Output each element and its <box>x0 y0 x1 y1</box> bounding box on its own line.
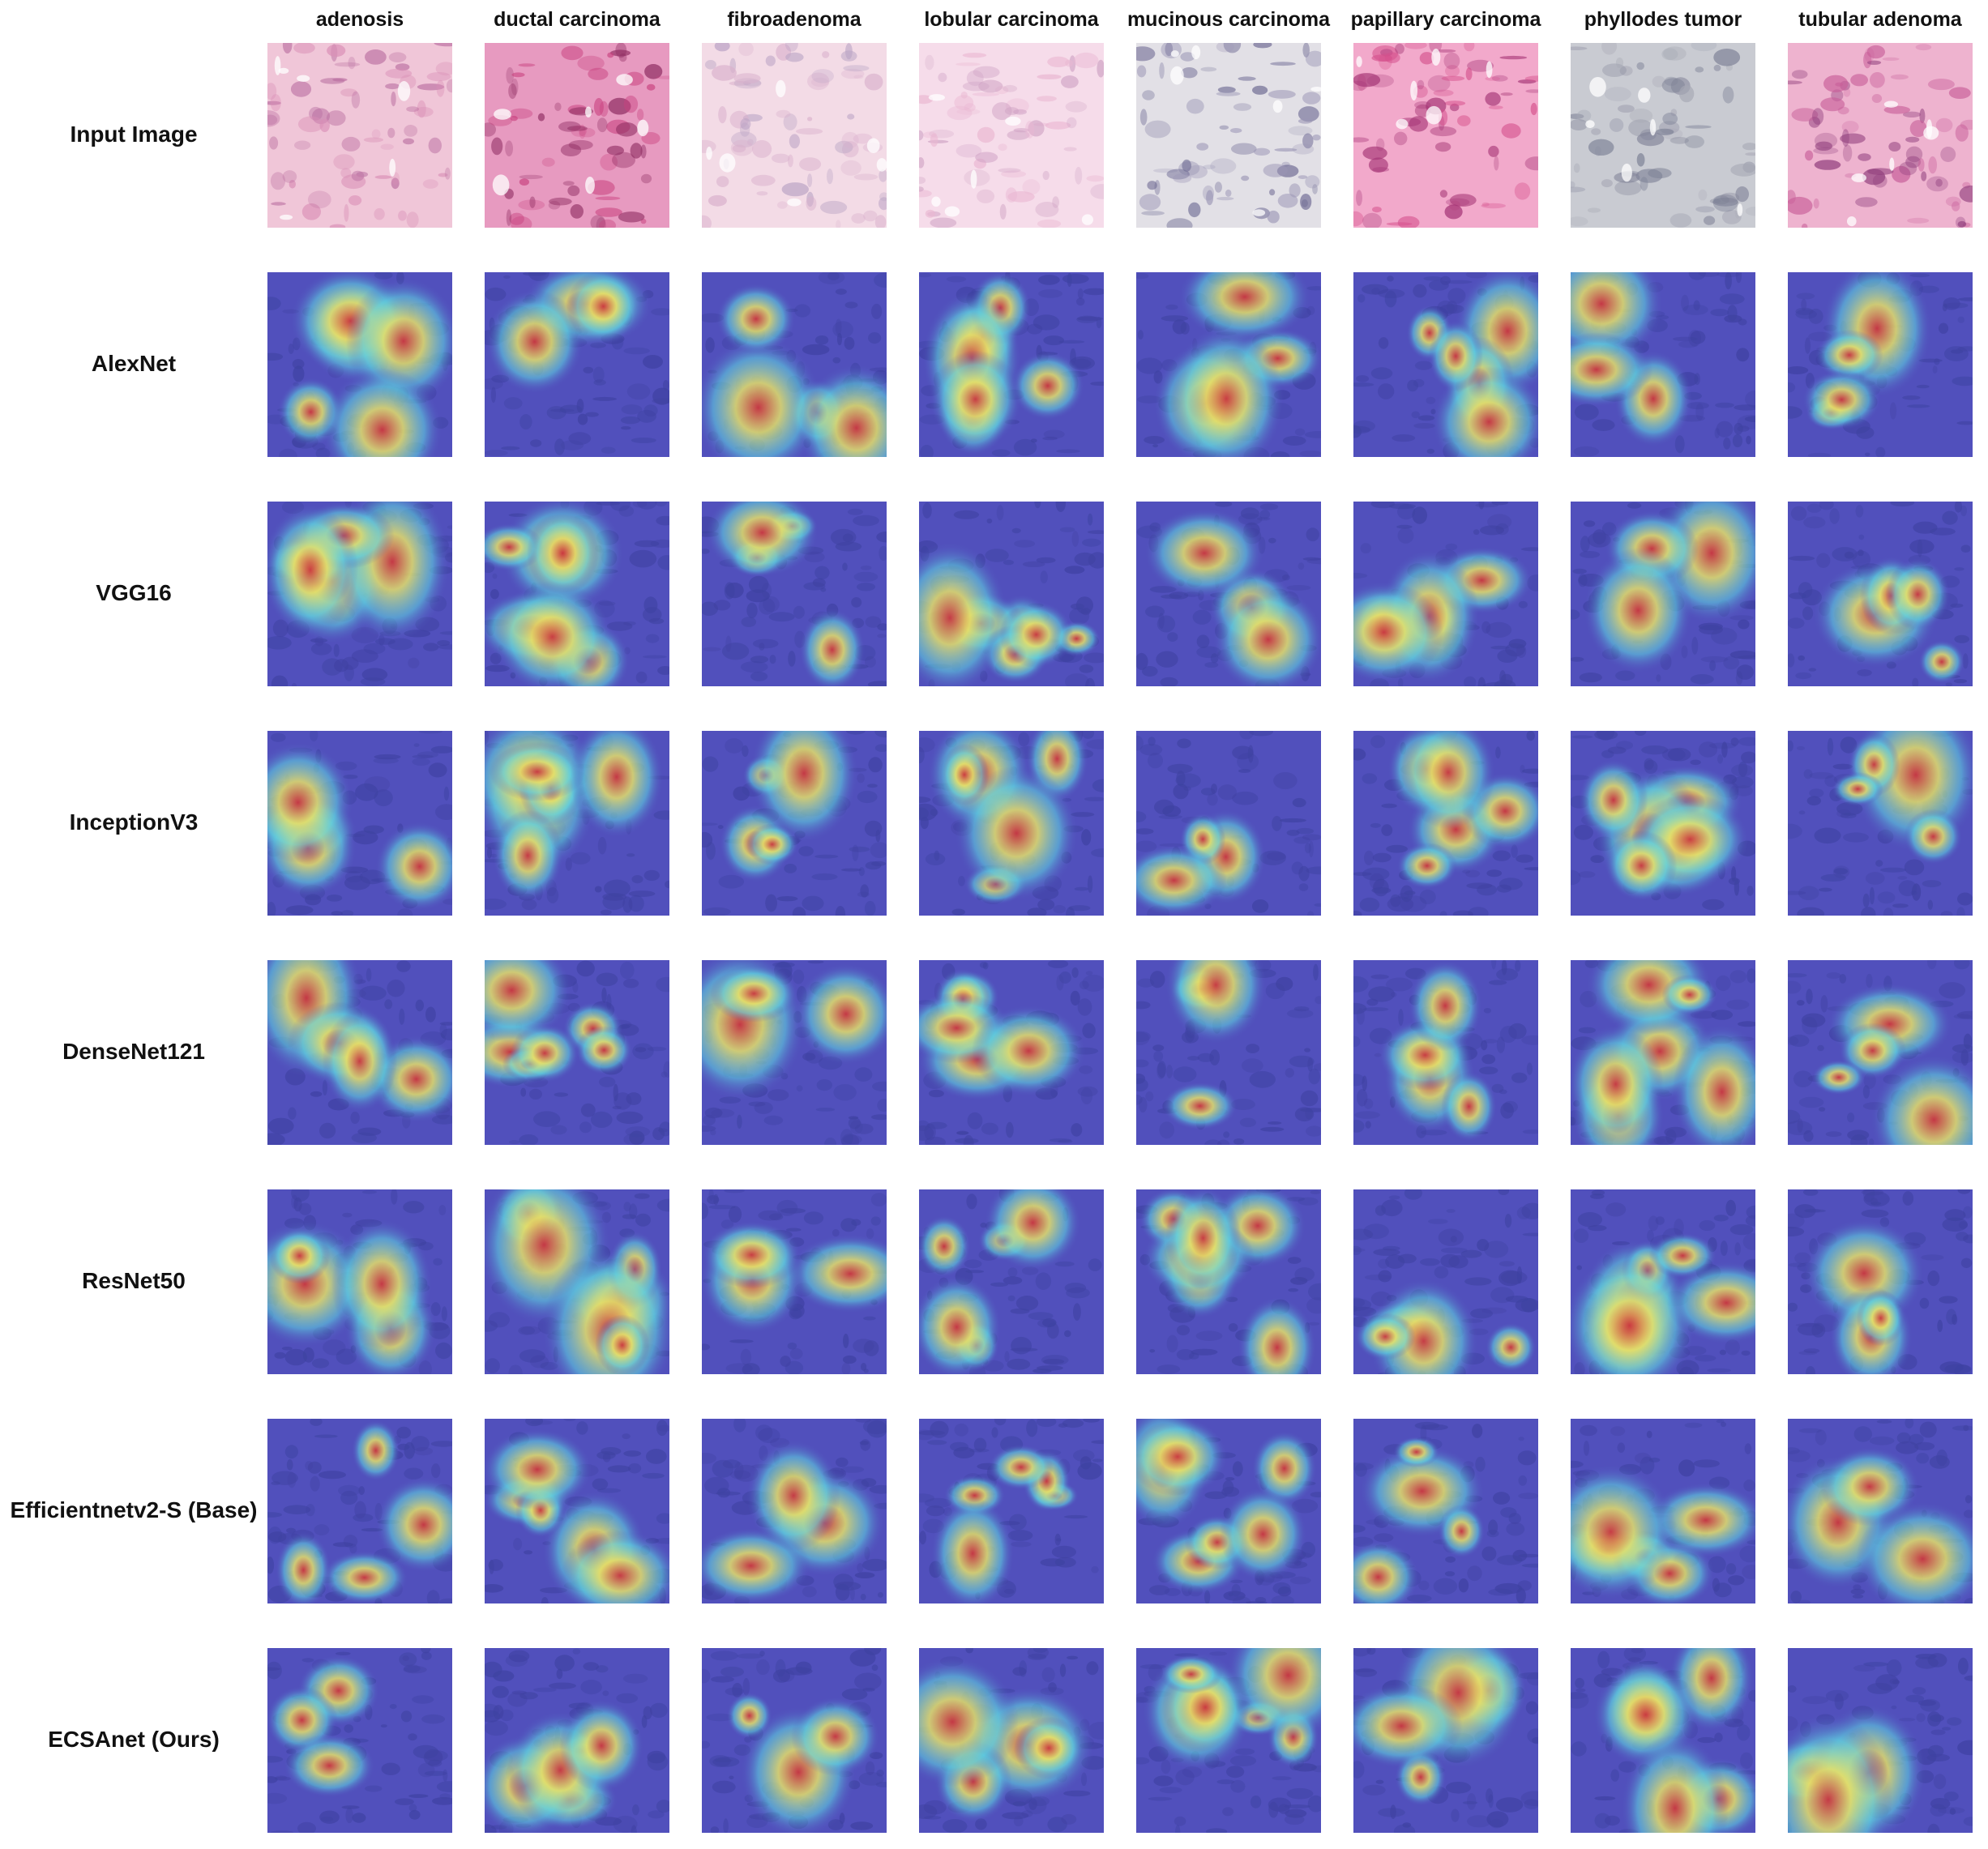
heatmap-tile <box>267 731 452 916</box>
heatmap-tile <box>1571 1189 1755 1374</box>
column-header: mucinous carcinoma <box>1127 8 1331 31</box>
input-image-tile <box>919 43 1104 228</box>
heatmap-tile <box>267 1189 452 1374</box>
heatmap-tile <box>1136 1189 1321 1374</box>
row-label: Input Image <box>70 122 198 147</box>
heatmap-tile <box>1571 731 1755 916</box>
heatmap-tile <box>1788 960 1973 1145</box>
column-header: tubular adenoma <box>1798 8 1962 31</box>
heatmap-tile <box>267 272 452 457</box>
heatmap-tile <box>1353 1419 1538 1603</box>
heatmap-tile <box>1136 1648 1321 1833</box>
row-label: InceptionV3 <box>69 809 199 835</box>
heatmap-tile <box>1136 502 1321 686</box>
heatmap-tile <box>1788 731 1973 916</box>
heatmap-tile <box>702 272 887 457</box>
heatmap-tile <box>1788 272 1973 457</box>
row-label: DenseNet121 <box>62 1039 205 1064</box>
heatmap-tile <box>1353 1189 1538 1374</box>
heatmap-tile <box>1353 272 1538 457</box>
heatmap-tile <box>1788 1648 1973 1833</box>
row-label: ResNet50 <box>82 1268 186 1293</box>
heatmap-tile <box>702 502 887 686</box>
input-image-tile <box>1353 43 1538 228</box>
heatmap-tile <box>1136 960 1321 1145</box>
heatmap-tile <box>919 1189 1104 1374</box>
heatmap-tile <box>1353 1648 1538 1833</box>
heatmap-tile <box>702 1189 887 1374</box>
heatmap-tile <box>1788 1419 1973 1603</box>
heatmap-tile <box>1136 731 1321 916</box>
heatmap-tile <box>702 1648 887 1833</box>
heatmap-tile <box>485 502 669 686</box>
heatmap-tile <box>1571 960 1755 1145</box>
column-header: ductal carcinoma <box>494 8 661 31</box>
heatmap-tile <box>485 1419 669 1603</box>
heatmap-tile <box>267 502 452 686</box>
input-image-tile <box>1571 43 1755 228</box>
input-image-tile <box>1788 43 1973 228</box>
heatmap-tile <box>485 731 669 916</box>
column-header: lobular carcinoma <box>924 8 1099 31</box>
heatmap-tile <box>919 1419 1104 1603</box>
row-label: Efficientnetv2-S (Base) <box>10 1497 258 1522</box>
heatmap-tile <box>919 960 1104 1145</box>
heatmap-tile <box>1353 731 1538 916</box>
heatmap-tile <box>1353 502 1538 686</box>
heatmap-tile <box>485 1648 669 1833</box>
column-header: papillary carcinoma <box>1350 8 1541 31</box>
heatmap-tile <box>702 960 887 1145</box>
heatmap-tile <box>919 731 1104 916</box>
column-header: adenosis <box>315 8 404 31</box>
input-image-tile <box>702 43 887 228</box>
heatmap-tile <box>919 1648 1104 1833</box>
heatmap-tile <box>919 502 1104 686</box>
heatmap-tile <box>1571 502 1755 686</box>
heatmap-tile <box>1788 502 1973 686</box>
heatmap-tile <box>702 1419 887 1603</box>
input-image-tile <box>485 43 669 228</box>
heatmap-tile <box>702 731 887 916</box>
heatmap-tile <box>267 1419 452 1603</box>
heatmap-tile <box>1353 960 1538 1145</box>
heatmap-tile <box>485 960 669 1145</box>
heatmap-tile <box>1571 272 1755 457</box>
heatmap-tile <box>485 1189 669 1374</box>
heatmap-tile <box>919 272 1104 457</box>
row-label: AlexNet <box>91 351 177 376</box>
column-header: phyllodes tumor <box>1584 8 1742 31</box>
heatmap-tile <box>1571 1648 1755 1833</box>
heatmap-tile <box>1571 1419 1755 1603</box>
heatmap-tile <box>485 272 669 457</box>
heatmap-tile <box>1788 1189 1973 1374</box>
heatmap-tile <box>267 1648 452 1833</box>
row-label: ECSAnet (Ours) <box>48 1727 220 1752</box>
column-header: fibroadenoma <box>727 8 861 31</box>
heatmap-tile <box>1136 1419 1321 1603</box>
heatmap-tile <box>267 960 452 1145</box>
input-image-tile <box>1136 43 1321 228</box>
row-label: VGG16 <box>96 580 172 605</box>
input-image-tile <box>267 43 452 228</box>
heatmap-tile <box>1136 272 1321 457</box>
